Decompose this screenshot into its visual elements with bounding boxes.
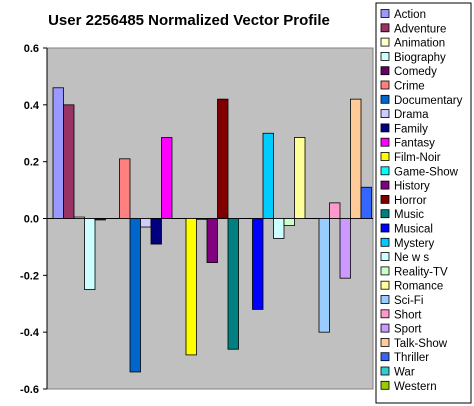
legend-swatch <box>380 252 390 262</box>
legend-label: Sci-Fi <box>394 295 423 307</box>
legend-label: Game-Show <box>394 166 459 178</box>
legend-swatch <box>380 223 390 233</box>
legend-swatch <box>380 123 390 133</box>
y-tick-label: 0.0 <box>24 214 39 226</box>
legend-swatch <box>380 9 390 18</box>
legend-swatch <box>380 366 390 376</box>
legend-label: Mystery <box>394 238 435 250</box>
bar-biography <box>84 218 96 290</box>
legend-label: Music <box>394 209 424 221</box>
bar-romance <box>294 137 306 219</box>
bar-drama <box>140 218 152 228</box>
legend-label: Documentary <box>394 95 463 107</box>
legend-swatch <box>380 109 390 118</box>
legend-swatch <box>380 152 390 161</box>
legend-label: Action <box>394 9 426 21</box>
bar-fantasy <box>161 137 173 219</box>
y-tick-label: -0.6 <box>20 384 39 396</box>
y-tick-label: 0.6 <box>24 43 39 55</box>
legend-label: Musical <box>394 224 433 236</box>
legend-swatch <box>380 380 390 390</box>
legend-label: Romance <box>394 281 443 293</box>
legend-label: Ne w s <box>394 252 429 264</box>
legend-swatch <box>380 280 390 290</box>
legend-label: Family <box>394 123 428 135</box>
legend-swatch <box>380 37 390 47</box>
bar-musical <box>252 218 264 310</box>
legend-swatch <box>380 295 390 304</box>
y-tick-label: -0.2 <box>20 270 39 282</box>
legend-swatch <box>380 94 390 104</box>
bar-crime <box>119 158 131 219</box>
bar-history <box>206 218 218 263</box>
legend-label: Fantasy <box>394 138 435 150</box>
legend-label: Animation <box>394 38 445 50</box>
bar-adventure <box>63 104 75 219</box>
legend-swatch <box>380 237 390 247</box>
legend-label: Comedy <box>394 66 437 78</box>
y-tick-label: 0.2 <box>24 157 39 169</box>
legend-label: Biography <box>394 52 446 64</box>
legend-swatch <box>380 52 390 61</box>
legend-label: Thriller <box>394 352 429 364</box>
bar-music <box>227 218 239 350</box>
legend-label: Drama <box>394 109 429 121</box>
bar-news <box>273 218 285 239</box>
bar-family <box>150 218 162 245</box>
legend-swatch <box>380 352 390 362</box>
bar-horror <box>217 98 229 219</box>
bar-sci-fi <box>318 218 330 333</box>
bar-reality-tv <box>283 218 295 226</box>
legend-swatch <box>380 137 390 147</box>
bar-comedy <box>94 218 106 221</box>
legend-label: Film-Noir <box>394 152 441 164</box>
bar-film-noir <box>185 218 197 356</box>
legend-label: History <box>394 181 430 193</box>
legend-label: Short <box>394 309 422 321</box>
bar-animation <box>73 216 85 219</box>
bar-documentary <box>129 218 141 373</box>
legend-swatch <box>380 23 390 33</box>
bar-sport <box>339 218 351 279</box>
legend-swatch <box>380 309 390 319</box>
legend-label: Western <box>394 381 437 393</box>
legend-swatch <box>380 180 390 190</box>
legend-label: Talk-Show <box>394 338 448 350</box>
bar-game-show <box>196 218 208 220</box>
legend-swatch <box>380 80 390 90</box>
legend-label: Reality-TV <box>394 266 448 278</box>
bar-action <box>52 87 64 219</box>
legend-swatch <box>380 194 390 204</box>
bar-talk-show <box>350 98 362 219</box>
legend-swatch <box>380 337 390 347</box>
legend-swatch <box>380 166 390 176</box>
legend-label: Horror <box>394 195 427 207</box>
legend-swatch <box>380 66 390 76</box>
legend <box>375 2 472 404</box>
legend-swatch <box>380 323 390 333</box>
legend-swatch <box>380 209 390 219</box>
legend-label: War <box>394 367 415 379</box>
legend-label: Adventure <box>394 23 446 35</box>
bar-short <box>329 202 341 219</box>
chart-title: User 2256485 Normalized Vector Profile <box>48 12 330 29</box>
y-tick-label: 0.4 <box>24 100 40 112</box>
bar-thriller <box>360 186 372 219</box>
legend-label: Sport <box>394 324 422 336</box>
legend-swatch <box>380 266 390 276</box>
legend-label: Crime <box>394 81 425 93</box>
bar-mystery <box>262 132 274 219</box>
y-tick-label: -0.4 <box>20 327 40 339</box>
